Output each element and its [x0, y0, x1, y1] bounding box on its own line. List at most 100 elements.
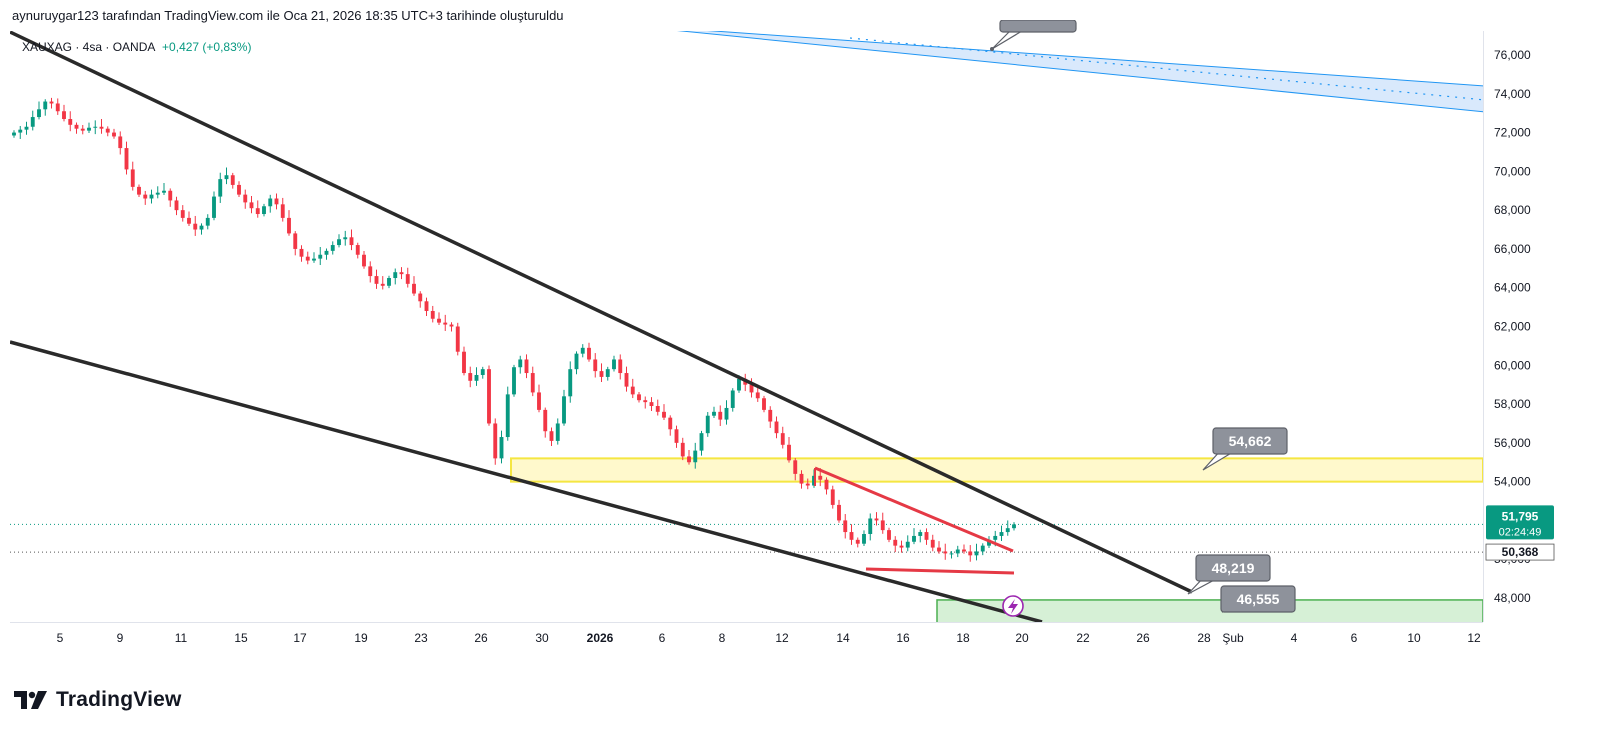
price-callout[interactable]: 48,219: [1187, 554, 1271, 595]
candle[interactable]: [655, 406, 660, 412]
candle[interactable]: [649, 402, 654, 407]
candle[interactable]: [274, 198, 279, 205]
candle[interactable]: [868, 518, 873, 535]
candle[interactable]: [362, 254, 366, 267]
candle[interactable]: [55, 103, 60, 112]
candle[interactable]: [518, 359, 523, 368]
candle[interactable]: [487, 369, 491, 424]
candle[interactable]: [599, 371, 604, 377]
candle[interactable]: [593, 359, 598, 372]
candle[interactable]: [618, 359, 623, 374]
candle[interactable]: [912, 535, 916, 542]
candle[interactable]: [355, 245, 360, 255]
candle[interactable]: [855, 539, 860, 544]
candle[interactable]: [687, 456, 691, 463]
candle[interactable]: [305, 256, 310, 261]
candle[interactable]: [237, 184, 241, 195]
candle[interactable]: [280, 204, 285, 218]
candle[interactable]: [943, 551, 948, 554]
candle[interactable]: [349, 237, 354, 246]
candle[interactable]: [462, 351, 466, 374]
candle[interactable]: [474, 374, 479, 381]
candle[interactable]: [162, 190, 166, 193]
candle[interactable]: [49, 101, 54, 104]
candle[interactable]: [643, 400, 648, 403]
candle[interactable]: [368, 266, 373, 277]
candle[interactable]: [968, 551, 973, 556]
candle[interactable]: [1012, 524, 1016, 529]
candle[interactable]: [399, 272, 404, 275]
candle[interactable]: [249, 202, 254, 209]
candle[interactable]: [137, 186, 141, 195]
candle[interactable]: [980, 545, 985, 552]
candle[interactable]: [799, 473, 804, 484]
candle[interactable]: [499, 437, 504, 459]
candle[interactable]: [480, 369, 485, 375]
candle[interactable]: [937, 547, 941, 552]
candle[interactable]: [674, 429, 679, 443]
candle[interactable]: [287, 217, 291, 234]
candle[interactable]: [24, 126, 29, 130]
candle[interactable]: [580, 347, 585, 354]
price-callout[interactable]: 54,662: [1202, 427, 1288, 471]
candle[interactable]: [574, 353, 579, 370]
candle[interactable]: [212, 196, 216, 218]
candle[interactable]: [749, 384, 754, 393]
candle[interactable]: [118, 136, 123, 149]
candle[interactable]: [112, 132, 116, 137]
candle[interactable]: [974, 551, 979, 556]
candle[interactable]: [712, 411, 716, 416]
candle[interactable]: [493, 423, 498, 459]
candle[interactable]: [424, 301, 429, 311]
candle[interactable]: [962, 549, 966, 552]
candle[interactable]: [468, 373, 473, 381]
candle[interactable]: [43, 101, 48, 110]
candle[interactable]: [93, 126, 98, 128]
candle[interactable]: [774, 421, 779, 434]
candle[interactable]: [80, 128, 85, 131]
candle[interactable]: [1005, 528, 1010, 533]
target-zone[interactable]: [936, 599, 1483, 626]
candle[interactable]: [568, 369, 573, 397]
candle[interactable]: [30, 117, 35, 127]
candle[interactable]: [293, 233, 298, 249]
channel-lower-line[interactable]: [672, 30, 1485, 113]
candle[interactable]: [299, 248, 304, 257]
candle[interactable]: [193, 223, 198, 230]
candle[interactable]: [830, 489, 835, 505]
candle[interactable]: [899, 545, 904, 548]
candle[interactable]: [905, 541, 910, 548]
candle[interactable]: [62, 111, 66, 119]
candle[interactable]: [680, 442, 685, 457]
candle[interactable]: [99, 126, 104, 129]
candle[interactable]: [74, 124, 79, 129]
candle[interactable]: [562, 396, 566, 424]
candle[interactable]: [37, 109, 41, 118]
candle[interactable]: [993, 535, 998, 540]
candle[interactable]: [155, 192, 160, 195]
candle[interactable]: [449, 324, 454, 327]
candle[interactable]: [587, 347, 591, 360]
candle[interactable]: [893, 539, 898, 546]
candle[interactable]: [862, 534, 866, 544]
candle[interactable]: [762, 398, 766, 410]
upper-trendline[interactable]: [10, 31, 1193, 594]
candle[interactable]: [705, 415, 710, 434]
candle[interactable]: [418, 293, 423, 302]
candle[interactable]: [343, 237, 348, 240]
candle[interactable]: [68, 118, 73, 125]
candle[interactable]: [668, 417, 673, 430]
candle[interactable]: [999, 532, 1004, 536]
candle[interactable]: [18, 129, 23, 133]
price-callout[interactable]: 46,555: [1220, 585, 1296, 613]
candle[interactable]: [149, 194, 154, 199]
candle[interactable]: [180, 210, 185, 218]
candle[interactable]: [699, 433, 704, 451]
price-callout-offscreen[interactable]: [990, 0, 1085, 51]
candle[interactable]: [255, 208, 260, 215]
candle[interactable]: [930, 539, 935, 548]
candle[interactable]: [374, 276, 379, 284]
candle[interactable]: [843, 520, 848, 533]
candle[interactable]: [224, 175, 229, 180]
